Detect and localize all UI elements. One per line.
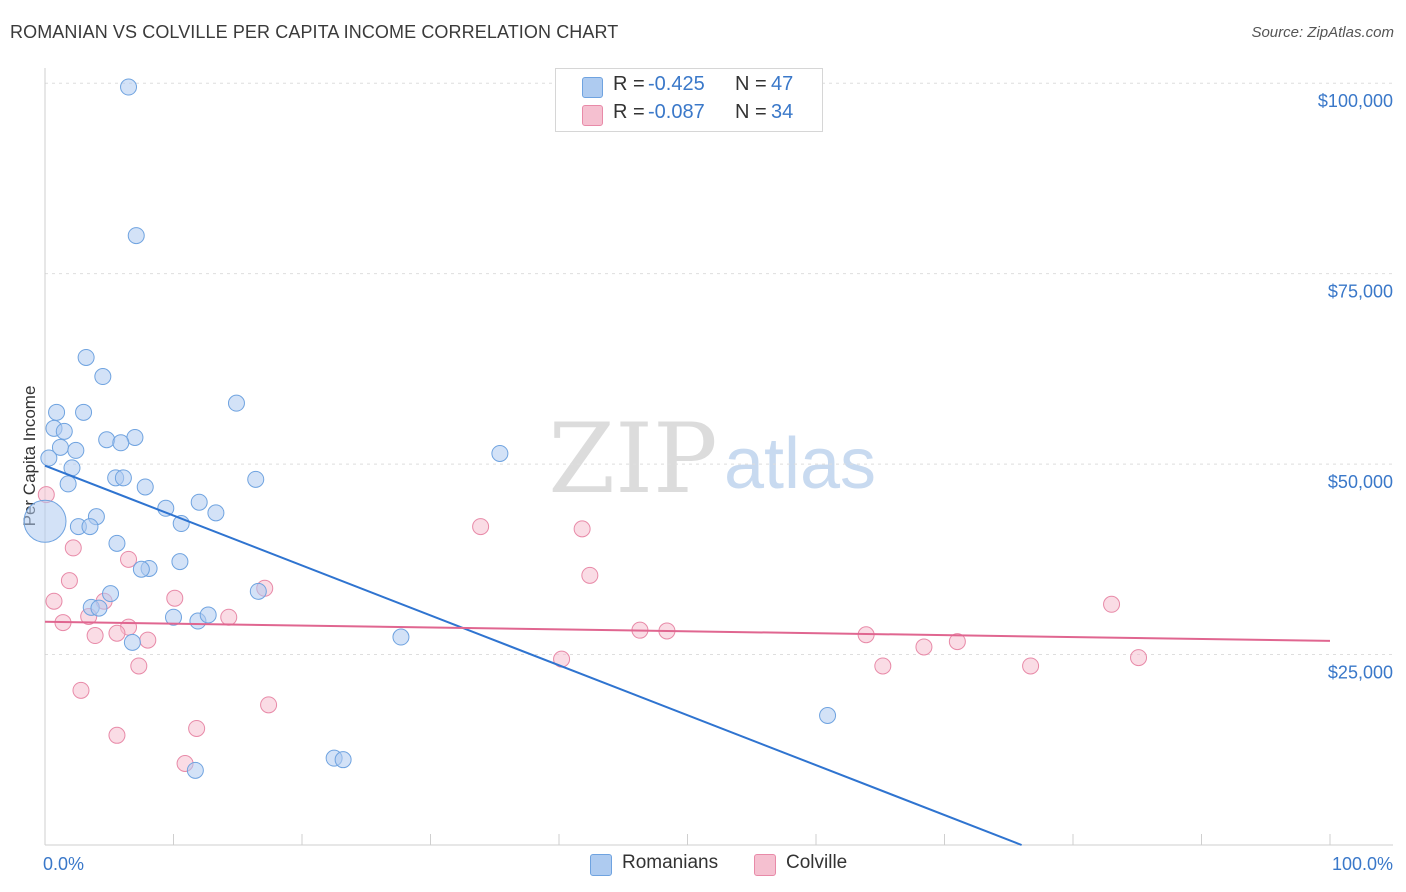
point-romanians[interactable] xyxy=(120,78,138,96)
point-colville[interactable] xyxy=(108,624,126,642)
point-colville[interactable] xyxy=(1103,595,1121,613)
point-colville[interactable] xyxy=(573,520,591,538)
point-romanians[interactable] xyxy=(334,751,352,769)
legend-n-label: N = xyxy=(735,101,767,123)
point-romanians[interactable] xyxy=(132,560,150,578)
point-colville[interactable] xyxy=(45,592,63,610)
point-romanians[interactable] xyxy=(59,475,77,493)
point-romanians[interactable] xyxy=(190,493,208,511)
point-romanians[interactable] xyxy=(165,608,182,626)
point-romanians[interactable] xyxy=(157,499,175,517)
point-romanians[interactable] xyxy=(227,394,245,412)
point-romanians[interactable] xyxy=(55,422,73,440)
point-colville[interactable] xyxy=(86,627,104,645)
point-colville[interactable] xyxy=(948,633,966,651)
point-romanians[interactable] xyxy=(491,444,509,462)
point-romanians[interactable] xyxy=(126,428,144,446)
trend-line-romanians xyxy=(44,464,1022,846)
chart-title: ROMANIAN VS COLVILLE PER CAPITA INCOME C… xyxy=(10,22,619,42)
point-romanians[interactable] xyxy=(171,553,189,571)
point-colville[interactable] xyxy=(139,631,157,649)
point-romanians[interactable] xyxy=(77,348,95,366)
point-colville[interactable] xyxy=(60,572,78,590)
legend-n-label: N = xyxy=(735,73,767,95)
point-romanians[interactable] xyxy=(23,499,67,543)
point-colville[interactable] xyxy=(108,726,126,744)
legend-n-value: 34 xyxy=(771,101,794,123)
gridlines xyxy=(45,82,1393,656)
trend-line-colville xyxy=(44,620,1331,642)
point-romanians[interactable] xyxy=(75,403,93,421)
legend-r-label: R = xyxy=(613,73,645,95)
point-romanians[interactable] xyxy=(90,599,108,617)
y-tick-label: $100,000 xyxy=(1318,91,1393,111)
points-romanians xyxy=(23,78,837,779)
point-colville[interactable] xyxy=(64,539,82,557)
point-colville[interactable] xyxy=(1022,657,1040,675)
point-colville[interactable] xyxy=(72,681,90,699)
point-romanians[interactable] xyxy=(127,227,145,245)
bottom-legend-swatch-colville xyxy=(754,854,776,876)
point-colville[interactable] xyxy=(915,638,933,656)
legend-swatch-colville xyxy=(582,105,603,126)
y-axis-label: Per Capita Income xyxy=(20,386,39,527)
point-romanians[interactable] xyxy=(819,707,837,724)
point-colville[interactable] xyxy=(220,608,238,626)
point-colville[interactable] xyxy=(120,550,138,568)
point-romanians[interactable] xyxy=(40,449,58,467)
point-romanians[interactable] xyxy=(94,368,112,386)
y-tick-label: $75,000 xyxy=(1328,282,1393,302)
point-colville[interactable] xyxy=(1130,649,1148,667)
point-romanians[interactable] xyxy=(114,469,132,487)
y-tick-label: $25,000 xyxy=(1328,663,1393,683)
trend-lines xyxy=(44,464,1331,846)
legend-r-value: -0.087 xyxy=(648,101,705,123)
legend-n-value: 47 xyxy=(771,73,794,95)
point-romanians[interactable] xyxy=(67,441,85,459)
stats-legend: R = -0.425 N = 47 R = -0.087 N = 34 xyxy=(555,68,823,132)
bottom-legend-label-colville: Colville xyxy=(786,852,848,873)
chart-source: Source: ZipAtlas.com xyxy=(1251,24,1394,41)
legend-r-value: -0.425 xyxy=(648,73,705,95)
legend-swatch-romanians xyxy=(582,77,603,98)
watermark-zip: ZIP xyxy=(548,403,717,515)
y-tick-labels: $100,000 $75,000 $50,000 $25,000 xyxy=(1318,91,1393,682)
bottom-legend-label-romanians: Romanians xyxy=(622,852,719,873)
point-romanians[interactable] xyxy=(112,434,130,452)
point-romanians[interactable] xyxy=(186,761,204,779)
point-colville[interactable] xyxy=(130,657,148,675)
y-tick-label: $50,000 xyxy=(1328,472,1393,492)
point-colville[interactable] xyxy=(188,719,206,737)
point-romanians[interactable] xyxy=(207,504,225,522)
point-romanians[interactable] xyxy=(48,403,66,421)
point-romanians[interactable] xyxy=(123,633,141,651)
point-romanians[interactable] xyxy=(392,628,410,646)
point-colville[interactable] xyxy=(581,566,599,584)
point-colville[interactable] xyxy=(472,518,490,536)
point-romanians[interactable] xyxy=(249,582,267,600)
point-colville[interactable] xyxy=(874,657,892,675)
point-colville[interactable] xyxy=(166,589,184,607)
point-colville[interactable] xyxy=(260,696,278,714)
x-tick-label-max: 100.0% xyxy=(1332,854,1393,874)
bottom-legend-swatch-romanians xyxy=(590,854,612,876)
point-romanians[interactable] xyxy=(81,518,99,536)
legend-r-label: R = xyxy=(613,101,645,123)
x-tick-label-min: 0.0% xyxy=(43,854,84,874)
point-romanians[interactable] xyxy=(98,431,116,449)
point-romanians[interactable] xyxy=(102,585,120,603)
point-romanians[interactable] xyxy=(136,478,154,496)
point-romanians[interactable] xyxy=(108,534,126,552)
x-ticks xyxy=(173,834,1331,845)
point-romanians[interactable] xyxy=(247,470,265,488)
point-romanians[interactable] xyxy=(199,606,217,624)
